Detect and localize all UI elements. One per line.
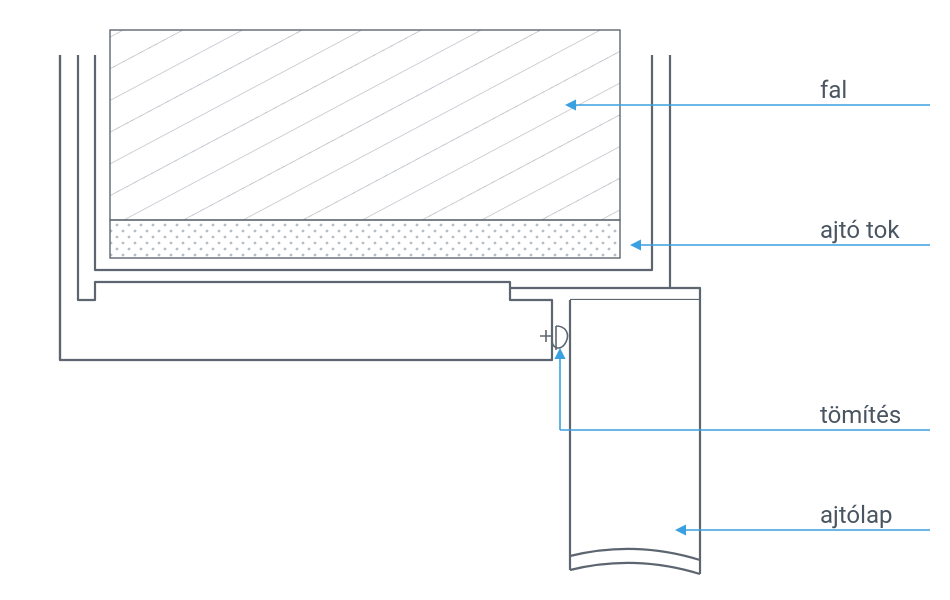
foam-band bbox=[110, 220, 620, 258]
label-tomites: tömítés bbox=[820, 401, 901, 429]
label-ajto-tok: ajtó tok bbox=[820, 216, 900, 244]
label-ajtolap: ajtólap bbox=[820, 501, 892, 529]
door-leaf bbox=[570, 300, 700, 574]
callout-ajtolap: ajtólap bbox=[685, 501, 930, 530]
seal-gasket bbox=[540, 326, 568, 350]
wall-block bbox=[110, 30, 620, 220]
label-fal: fal bbox=[820, 76, 847, 104]
callout-ajto-tok: ajtó tok bbox=[640, 216, 930, 245]
callout-fal: fal bbox=[575, 76, 930, 105]
door-section-diagram: fal ajtó tok tömítés ajtólap bbox=[0, 0, 950, 600]
